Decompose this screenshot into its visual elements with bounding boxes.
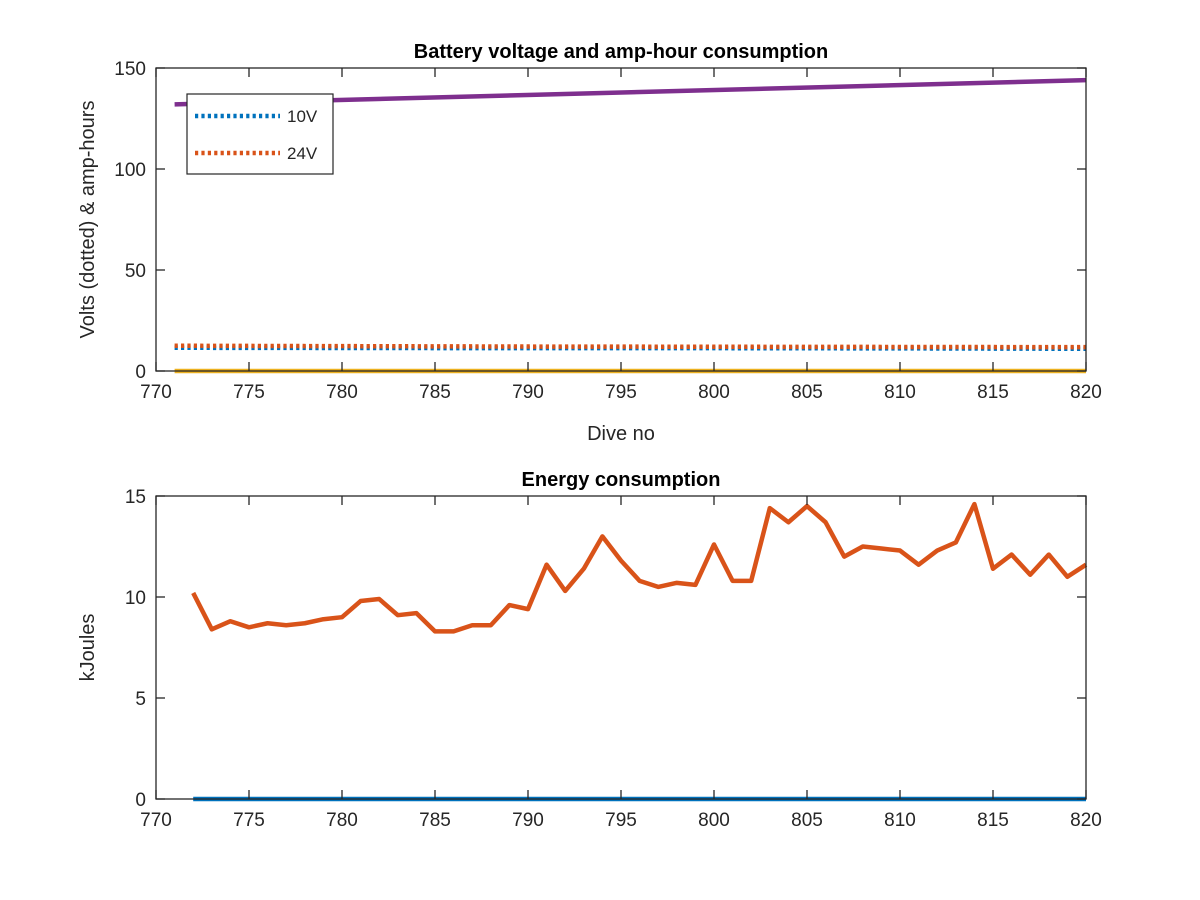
x-tick-label: 770	[140, 810, 172, 831]
series-line-1-line	[191, 501, 1088, 634]
y-tick-label: 50	[125, 261, 146, 282]
y-tick-label: 100	[114, 160, 146, 181]
x-tick-label: 820	[1070, 810, 1102, 831]
legend-label-24v: 24V	[287, 144, 318, 163]
chart-title: Battery voltage and amp-hour consumption	[414, 41, 828, 63]
y-axis-title: Volts (dotted) & amp-hours	[77, 101, 99, 339]
chart-title: Energy consumption	[522, 469, 721, 491]
x-tick-label: 780	[326, 810, 358, 831]
x-tick-label: 815	[977, 382, 1009, 403]
x-tick-label: 800	[698, 810, 730, 831]
y-tick-label: 150	[114, 59, 146, 80]
x-tick-label: 785	[419, 382, 451, 403]
series-24v-line	[174, 343, 1087, 350]
x-tick-label: 785	[419, 810, 451, 831]
series-group	[191, 501, 1088, 802]
x-tick-label: 815	[977, 810, 1009, 831]
x-tick-label: 775	[233, 810, 265, 831]
voltage-amphour-axes: 770 775 780 785 790 795 800 805 810 815 820 0 50 100 1…	[77, 41, 1102, 445]
legend-box	[186, 93, 334, 175]
x-tick-label: 780	[326, 382, 358, 403]
y-axis-title: kJoules	[77, 614, 99, 682]
x-tick-label: 805	[791, 382, 823, 403]
x-tick-label: 795	[605, 382, 637, 403]
legend: 10V 24V	[186, 93, 334, 175]
x-tick-label: 810	[884, 382, 916, 403]
x-axis-title: Dive no	[587, 423, 655, 445]
x-tick-label: 790	[512, 810, 544, 831]
energy-axes: 770 775 780 785 790 795 800 805 810 815 820 0 5 10 15 E…	[77, 469, 1102, 831]
y-tick-label: 0	[135, 790, 146, 811]
x-tick-label: 820	[1070, 382, 1102, 403]
y-tick-label: 10	[125, 588, 146, 609]
x-tick-label: 770	[140, 382, 172, 403]
x-tick-label: 800	[698, 382, 730, 403]
legend-label-10v: 10V	[287, 107, 318, 126]
x-tick-label: 790	[512, 382, 544, 403]
x-tick-label: 795	[605, 810, 637, 831]
x-tick-label: 775	[233, 382, 265, 403]
axes-frame	[155, 495, 1087, 800]
y-tick-label: 5	[135, 689, 146, 710]
x-tick-label: 805	[791, 810, 823, 831]
y-tick-label: 0	[135, 362, 146, 383]
y-tick-label: 15	[125, 487, 146, 508]
x-tick-label: 810	[884, 810, 916, 831]
